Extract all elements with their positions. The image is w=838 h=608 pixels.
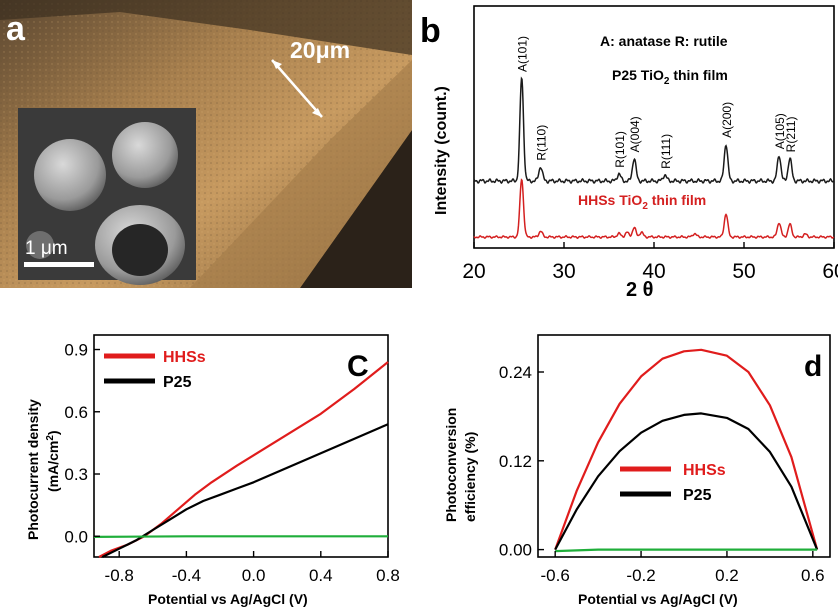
main-scalebar-arrow: [271, 59, 323, 118]
xrd-legend-text: A: anatase R: rutile: [600, 33, 728, 49]
xrd-peak-label: R(111): [659, 134, 673, 169]
xrd-peak-label: A(105): [773, 113, 787, 149]
pc-y-tick-label: 0.9: [64, 341, 88, 360]
pc-x-label: Potential vs Ag/AgCl (V): [148, 591, 308, 607]
pc-x-tick-label: 0.8: [376, 566, 400, 585]
eff-legend: HHSs P25: [620, 462, 726, 504]
eff-plot-frame: [537, 334, 831, 558]
panel-c: C Photocurrent density (mA/cm2) Potentia…: [25, 334, 400, 607]
xrd-peak-label: A(200): [720, 102, 734, 138]
eff-series-hhss: [554, 348, 819, 550]
xrd-x-label: 2 θ: [626, 279, 654, 301]
eff-x-label: Potential vs Ag/AgCl (V): [578, 591, 738, 607]
main-scalebar-label: 20μm: [290, 37, 350, 63]
xrd-x-tick-label: 30: [552, 260, 575, 283]
pc-series-p25: [101, 423, 389, 558]
pc-x-tick-label: -0.8: [105, 566, 134, 585]
xrd-peak-label: R(110): [535, 125, 549, 161]
eff-x-tick-label: 0.2: [715, 566, 739, 585]
eff-x-tick-label: 0.6: [801, 566, 825, 585]
panel-b-letter: b: [420, 12, 441, 50]
panel-b: b A: anatase R: rutile P25 TiO2 thin fil…: [420, 5, 838, 301]
eff-x-tick-label: -0.2: [626, 566, 655, 585]
eff-series-p25: [554, 412, 819, 551]
pc-legend-hhss: HHSs: [163, 349, 206, 366]
pc-y-label-line1: Photocurrent density: [25, 399, 41, 540]
xrd-peak-label: A(004): [628, 116, 642, 152]
xrd-peak-label: R(211): [784, 117, 798, 153]
pc-plot: -0.8 -0.4 0.0 0.4 0.8 0.0 0.3 0.6 0.9: [64, 341, 399, 585]
panel-c-letter: C: [347, 350, 369, 383]
eff-y-label-line2: efficiency (%): [462, 432, 478, 522]
eff-plot: -0.6 -0.2 0.2 0.6 0.00 0.12 0.24: [499, 348, 825, 585]
pc-y-label-line2: (mA/cm2): [45, 430, 61, 492]
xrd-y-label: Intensity (count.): [433, 86, 450, 215]
eff-x-tick-label: -0.6: [541, 566, 570, 585]
pc-series-hhss: [98, 361, 389, 558]
eff-legend-hhss: HHSs: [683, 462, 726, 479]
xrd-series-p25-label: P25 TiO2 thin film: [612, 67, 728, 87]
pc-x-tick-label: 0.4: [309, 566, 333, 585]
pc-plot-frame: [93, 334, 389, 558]
panel-d: d Photoconversion efficiency (%) Potenti…: [443, 334, 831, 607]
xrd-peak-label: R(101): [613, 131, 627, 168]
xrd-x-tick-label: 40: [642, 260, 665, 283]
panel-a-letter: a: [6, 10, 26, 48]
xrd-x-tick-label: 50: [732, 260, 755, 283]
eff-legend-p25: P25: [683, 487, 712, 504]
xrd-plot: A(101) R(110) R(101) A(004) R(111) A(200) A(10…: [462, 36, 838, 283]
pc-legend: HHSs P25: [104, 349, 206, 391]
xrd-peak-label: A(101): [516, 36, 530, 72]
pc-y-tick-label: 0.6: [64, 403, 88, 422]
inset-scalebar-bar: [24, 262, 94, 267]
inset-scalebar-label: 1 μm: [25, 238, 68, 259]
pc-legend-p25: P25: [163, 374, 192, 391]
xrd-x-tick-label: 60: [822, 260, 838, 283]
xrd-x-tick-label: 20: [462, 260, 485, 283]
eff-y-tick-label: 0.12: [499, 452, 532, 471]
pc-x-tick-label: 0.0: [242, 566, 266, 585]
xrd-series-line: [473, 178, 835, 240]
pc-y-tick-label: 0.3: [64, 465, 88, 484]
pc-series-dark: [93, 535, 388, 539]
panel-a: a 20μm 1 μm: [0, 0, 412, 288]
sem-inset: [18, 108, 196, 285]
pc-x-tick-label: -0.4: [172, 566, 201, 585]
panel-d-letter: d: [804, 350, 822, 383]
eff-series-dark: [555, 548, 818, 553]
xrd-series-hhss-label: HHSs TiO2 thin film: [578, 192, 706, 212]
eff-y-tick-label: 0.00: [499, 541, 532, 560]
pc-y-tick-label: 0.0: [64, 527, 88, 546]
eff-y-label-line1: Photoconversion: [443, 408, 459, 522]
eff-y-tick-label: 0.24: [499, 363, 532, 382]
xrd-series-line: [473, 76, 835, 185]
